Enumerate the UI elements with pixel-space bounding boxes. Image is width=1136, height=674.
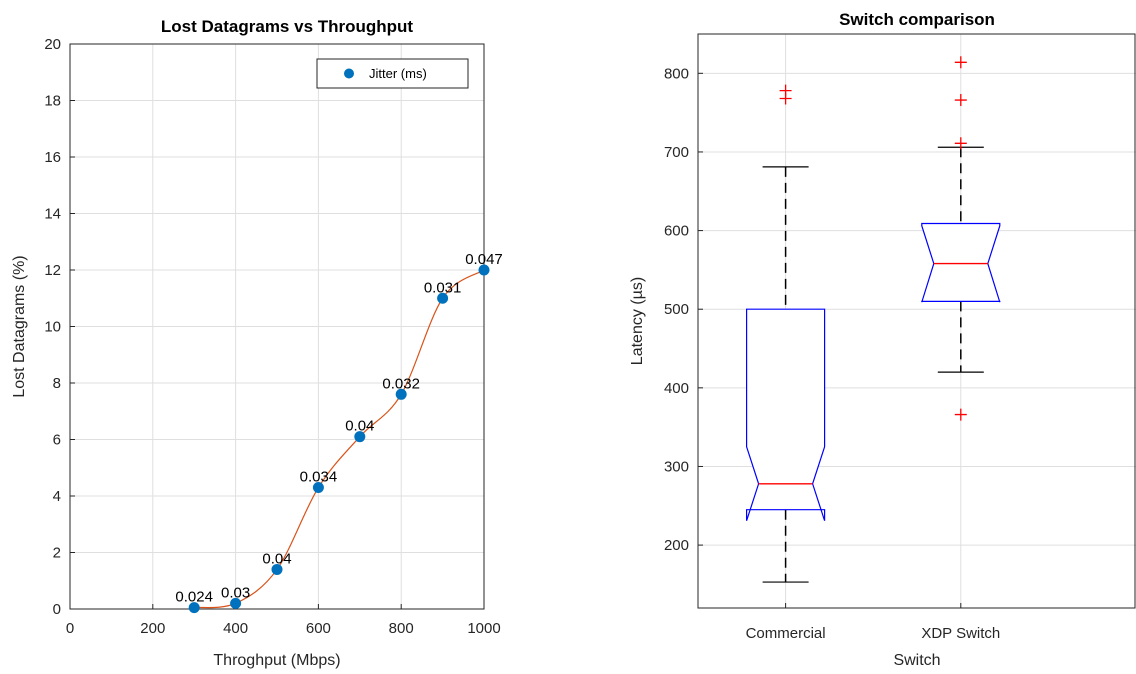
data-point [271,563,283,575]
x-tick-label: XDP Switch [921,625,1000,642]
data-label: 0.03 [221,584,250,601]
y-tick-label: 12 [44,262,61,279]
chart2-axes-box [697,33,1136,609]
y-tick-label: 0 [53,601,61,618]
y-tick-label: 20 [44,36,61,53]
data-label: 0.031 [424,279,462,296]
chart2-boxplots [745,56,1001,583]
data-point [395,388,407,400]
data-point [230,597,242,609]
y-tick-label: 800 [664,65,689,82]
data-label: 0.04 [345,418,374,435]
data-point [312,482,324,494]
x-tick-label: 1000 [467,620,500,637]
y-tick-label: 2 [53,545,61,562]
data-label: 0.032 [382,375,420,392]
chart1-y-axis-label: Lost Datagrams (%) [11,255,28,397]
y-tick-label: 16 [44,149,61,166]
chart1-legend: Jitter (ms) [316,58,469,89]
lost-datagrams-chart: 0 200 400 600 800 1000 0 2 4 6 8 10 12 14 16 18 20 0.024… [11,17,503,669]
y-tick-label: 6 [53,432,61,449]
x-tick-label: 800 [389,620,414,637]
x-tick-label: 0 [66,620,74,637]
data-point [478,264,490,276]
legend-entry-jitter: Jitter (ms) [369,66,427,81]
data-label: 0.034 [300,469,338,486]
outlier-marker [954,137,967,150]
chart1-ticks: 0 200 400 600 800 1000 0 2 4 6 8 10 12 14 16 18 20 [44,36,500,637]
series-line [194,269,485,609]
y-tick-label: 14 [44,206,61,223]
y-tick-label: 18 [44,93,61,110]
y-tick-label: 8 [53,375,61,392]
outlier-marker [779,84,792,97]
y-tick-label: 300 [664,458,689,475]
y-tick-label: 10 [44,319,61,336]
chart2-ticks: Commercial XDP Switch 200 300 400 500 600 700 80… [664,65,1000,642]
x-tick-label: 400 [223,620,248,637]
box [745,308,826,521]
chart2-title: Switch comparison [839,10,995,29]
outlier-marker [954,56,967,69]
chart1-x-axis-label: Throghput (Mbps) [213,652,340,669]
chart1-gridlines [69,43,485,610]
legend-marker [344,68,354,79]
data-label: 0.024 [175,589,213,606]
outlier-marker [954,408,967,421]
box [921,222,1001,303]
y-tick-label: 200 [664,537,689,554]
chart2-y-axis-label: Latency (µs) [629,277,646,365]
x-tick-label: 200 [140,620,165,637]
legend-box [316,58,469,89]
data-point [188,602,200,614]
data-label: 0.047 [465,251,503,268]
x-tick-label: Commercial [746,625,826,642]
outlier-marker [954,94,967,107]
data-label: 0.04 [262,550,291,567]
boxplot-commercial [745,84,826,583]
y-tick-label: 600 [664,223,689,240]
boxplot-xdp-switch [921,56,1001,421]
data-point [437,292,449,304]
y-tick-label: 700 [664,144,689,161]
y-tick-label: 500 [664,301,689,318]
y-tick-label: 400 [664,380,689,397]
switch-comparison-chart: Commercial XDP Switch 200 300 400 500 600 700 80… [629,10,1136,669]
chart2-x-axis-label: Switch [893,652,940,669]
x-tick-label: 600 [306,620,331,637]
chart1-title: Lost Datagrams vs Throughput [161,17,414,36]
data-point [354,431,366,443]
y-tick-label: 4 [53,488,61,505]
